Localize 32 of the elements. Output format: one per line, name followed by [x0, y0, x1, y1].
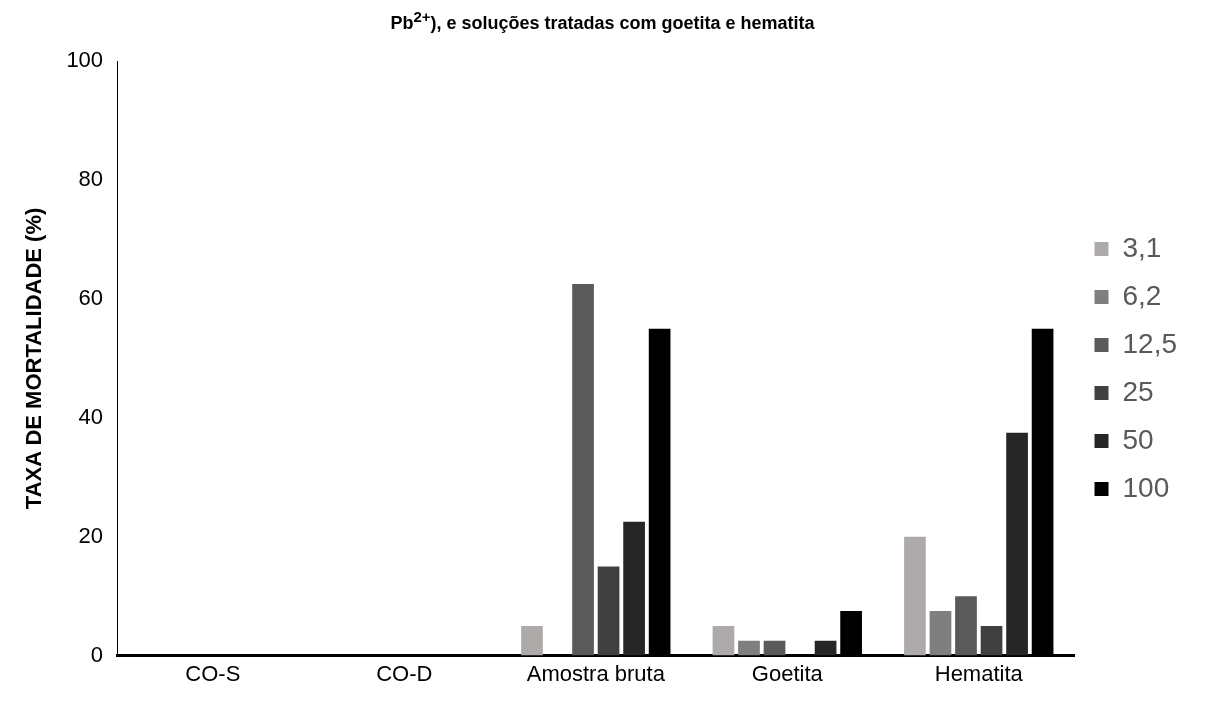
- y-tick-label: 0: [90, 641, 104, 667]
- bar: [521, 625, 543, 656]
- legend-label: 3,1: [1122, 231, 1162, 263]
- bar: [904, 536, 926, 656]
- bar: [597, 566, 620, 656]
- y-axis-title: TAXA DE MORTALIDADE (%): [21, 207, 47, 510]
- y-tick-label: 60: [78, 285, 104, 311]
- bar: [955, 596, 977, 656]
- bar: [1006, 432, 1028, 656]
- bar: [763, 640, 786, 656]
- legend-label: 100: [1122, 471, 1170, 503]
- bar: [572, 284, 594, 656]
- x-tick-label: Goetita: [751, 660, 824, 686]
- x-tick-label: CO-S: [185, 660, 241, 686]
- legend-label: 50: [1122, 423, 1154, 455]
- chart-title: Pb$^{2+}$), e soluções tratadas com goetita e hematita: [389, 8, 816, 34]
- legend-label: 25: [1122, 375, 1154, 407]
- legend-label: 6,2: [1122, 279, 1162, 311]
- bar: [814, 640, 837, 656]
- y-tick-label: 20: [78, 522, 104, 548]
- x-tick-label: Amostra bruta: [526, 660, 666, 686]
- x-tick-label: Hematita: [934, 660, 1024, 686]
- y-tick-label: 40: [78, 403, 104, 429]
- legend-label: 12,5: [1122, 327, 1177, 359]
- bar: [980, 625, 1003, 656]
- bar: [929, 611, 952, 656]
- bar: [738, 640, 760, 656]
- y-tick-label: 100: [66, 47, 104, 73]
- bar: [712, 625, 735, 656]
- bar: [623, 521, 645, 656]
- y-tick-label: 80: [78, 166, 104, 192]
- x-tick-label: CO-D: [376, 660, 433, 686]
